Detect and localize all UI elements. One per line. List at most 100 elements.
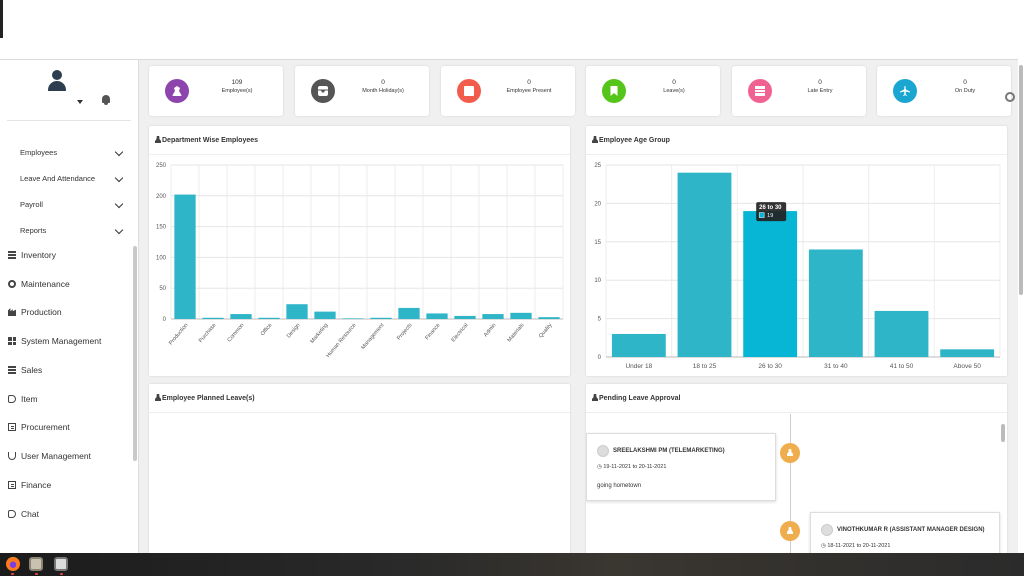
stat-icon-circle xyxy=(893,79,917,103)
sidebar-item-production[interactable]: Production xyxy=(8,303,133,321)
user-avatar-icon[interactable] xyxy=(47,70,67,92)
bar xyxy=(808,249,863,357)
bookmark-icon xyxy=(610,86,618,96)
sidebar-item-system-management[interactable]: System Management xyxy=(8,332,133,350)
sidebar-subitem-leave-attendance[interactable]: Leave And Attendance xyxy=(20,171,130,187)
y-tick-label: 150 xyxy=(156,225,167,231)
files-icon[interactable] xyxy=(29,557,43,571)
stat-icon-circle xyxy=(748,79,772,103)
plane-icon xyxy=(900,86,910,96)
taskbar-active-indicator xyxy=(35,573,38,575)
bar xyxy=(940,349,995,357)
y-tick-label: 100 xyxy=(156,255,167,261)
leave-request-name: SREELAKSHMI PM (TELEMARKETING) xyxy=(613,448,725,454)
bar xyxy=(370,317,392,319)
x-tick-label: Management xyxy=(360,322,386,351)
sidebar-subitem-label: Leave And Attendance xyxy=(20,174,96,183)
stat-card-on-duty[interactable]: 0 On Duty xyxy=(877,66,1011,116)
y-tick-label: 10 xyxy=(594,278,601,284)
bar xyxy=(314,311,336,319)
bell-icon[interactable] xyxy=(102,95,110,105)
x-tick-label: Above 50 xyxy=(953,363,981,370)
stat-card-employee-present[interactable]: 0 Employee Present xyxy=(441,66,575,116)
bar xyxy=(510,312,532,319)
sidebar-scrollbar[interactable] xyxy=(133,246,137,461)
sidebar-item-sales[interactable]: Sales xyxy=(8,361,133,379)
stat-value: 109 xyxy=(231,79,243,86)
page-scrollbar-thumb[interactable] xyxy=(1019,65,1023,295)
firefox-icon[interactable] xyxy=(6,557,20,571)
bar xyxy=(426,313,448,319)
sidebar-item-label: Sales xyxy=(21,365,43,375)
sidebar-subitem-employees[interactable]: Employees xyxy=(20,145,130,161)
sidebar-item-chat[interactable]: Chat xyxy=(8,505,133,523)
sidebar-item-maintenance[interactable]: Maintenance xyxy=(8,275,133,293)
stat-value: 0 xyxy=(672,79,676,86)
sidebar-item-label: System Management xyxy=(21,336,102,346)
tooltip-title: 26 to 30 xyxy=(759,205,782,211)
sidebar-item-item[interactable]: Item xyxy=(8,390,133,408)
stat-label: On Duty xyxy=(954,88,976,94)
bar xyxy=(286,304,308,319)
stat-card-late-entry[interactable]: 0 Late Entry xyxy=(732,66,866,116)
panel-header: Employee Age Group xyxy=(586,126,1007,155)
x-tick-label: Materials xyxy=(507,322,526,343)
doc-icon xyxy=(8,423,16,431)
panel-title: Department Wise Employees xyxy=(155,136,258,144)
settings-gear-icon[interactable] xyxy=(1005,92,1015,102)
panel-header: Department Wise Employees xyxy=(149,126,570,155)
bars-icon xyxy=(8,366,16,374)
sidebar-item-finance[interactable]: Finance xyxy=(8,476,133,494)
taskbar xyxy=(0,553,1024,576)
department-bar-chart: 0 50 100 150 200 250 Production Purchase Common O… xyxy=(156,163,564,359)
bar xyxy=(174,194,196,319)
bar xyxy=(611,333,666,357)
y-tick-label: 5 xyxy=(598,317,602,323)
sidebar-item-label: Item xyxy=(21,394,38,404)
sidebar-subitem-reports[interactable]: Reports xyxy=(20,223,130,239)
x-tick-label: 31 to 40 xyxy=(824,363,848,370)
leave-request-card[interactable]: VINOTHKUMAR R (ASSISTANT MANAGER DESIGN)… xyxy=(810,512,1000,559)
chevron-down-icon[interactable] xyxy=(77,100,83,104)
x-tick-label: Production xyxy=(168,322,189,346)
sidebar-item-user-management[interactable]: User Management xyxy=(8,447,133,465)
x-tick-label: Under 18 xyxy=(625,363,652,370)
leave-request-dates: ◷ 18-11-2021 to 20-11-2021 xyxy=(821,543,891,549)
screenshot-icon[interactable] xyxy=(54,557,68,571)
chevron-down-icon xyxy=(114,173,124,183)
x-tick-label: Electrical xyxy=(451,322,470,343)
leave-request-card[interactable]: SREELAKSHMI PM (TELEMARKETING) ◷ 19-11-2… xyxy=(586,433,776,501)
sidebar-item-inventory[interactable]: Inventory xyxy=(8,246,133,264)
pending-scrollbar[interactable] xyxy=(1001,424,1005,442)
gear-icon xyxy=(8,280,16,288)
chevron-down-icon xyxy=(114,225,124,235)
timeline-line xyxy=(790,414,791,559)
x-tick-label: Human Resource xyxy=(325,322,357,359)
stat-card-employees[interactable]: 109 Employee(s) xyxy=(149,66,283,116)
sidebar-item-procurement[interactable]: Procurement xyxy=(8,418,133,436)
sidebar-divider xyxy=(7,120,131,121)
stat-label: Employee(s) xyxy=(221,88,253,94)
stat-icon-circle xyxy=(602,79,626,103)
y-tick-label: 0 xyxy=(163,317,167,323)
stat-card-month-holidays[interactable]: 0 Month Holiday(s) xyxy=(295,66,429,116)
page-scrollbar[interactable] xyxy=(1018,0,1024,553)
stat-card-leaves[interactable]: 0 Leave(s) xyxy=(586,66,720,116)
user-icon xyxy=(172,86,182,96)
sidebar-item-label: Maintenance xyxy=(21,279,70,289)
bar xyxy=(454,315,476,319)
tooltip-swatch xyxy=(758,212,765,218)
stat-value: 0 xyxy=(963,79,967,86)
x-tick-label: Office xyxy=(260,322,274,337)
x-tick-label: Quality xyxy=(538,322,554,339)
department-chart-panel: Department Wise Employees 0 50 100 150 200 25… xyxy=(149,126,570,376)
avatar xyxy=(597,445,609,457)
panel-title: Employee Planned Leave(s) xyxy=(155,394,255,402)
sidebar-item-label: Inventory xyxy=(21,250,56,260)
pending-leave-panel: Pending Leave Approval SREELAKSHMI PM (T… xyxy=(586,384,1007,559)
bars-icon xyxy=(8,251,16,259)
x-tick-label: Common xyxy=(227,322,246,343)
sidebar-item-label: Production xyxy=(21,307,62,317)
sidebar-subitem-payroll[interactable]: Payroll xyxy=(20,197,130,213)
user-icon xyxy=(8,452,16,460)
